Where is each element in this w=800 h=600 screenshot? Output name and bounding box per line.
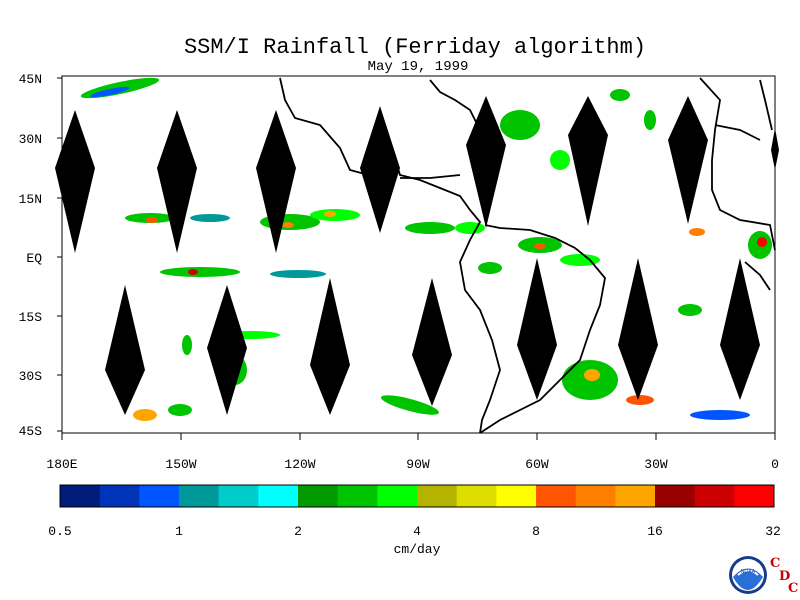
colorbar-swatch: [615, 485, 656, 507]
colorbar-unit-label: cm/day: [394, 542, 441, 557]
y-tick-15s: 15S: [19, 310, 62, 325]
map-subtitle: May 19, 1999: [368, 59, 469, 75]
x-tick-150w: 150W: [165, 433, 197, 472]
svg-text:45S: 45S: [19, 424, 43, 439]
colorbar-swatch: [139, 485, 180, 507]
y-tick-45s: 45S: [19, 424, 62, 439]
x-axis: 180E 150W 120W 90W 60W 30W 0: [46, 433, 779, 472]
colorbar-outline: [59, 484, 775, 508]
swath-gaps: [55, 96, 779, 415]
colorbar-swatch: [258, 485, 299, 507]
colorbar-swatch: [60, 485, 101, 507]
colorbar-tick-32: 32: [765, 524, 781, 539]
y-tick-45n: 45N: [19, 72, 62, 87]
colorbar-swatch: [417, 485, 458, 507]
colorbar-swatch: [694, 485, 735, 507]
colorbar-swatch: [575, 485, 616, 507]
noaa-logo-text: NOAA: [741, 569, 756, 575]
y-tick-eq: EQ: [26, 251, 62, 266]
y-axis: 45N 30N 15N EQ 15S 30S 45S: [19, 72, 62, 439]
x-tick-0: 0: [771, 433, 779, 472]
colorbar-swatch: [337, 485, 378, 507]
svg-text:0: 0: [771, 457, 779, 472]
colorbar-tick-1: 1: [175, 524, 183, 539]
map-title: SSM/I Rainfall (Ferriday algorithm): [184, 35, 646, 60]
cdc-letter-d: D: [779, 569, 790, 584]
svg-text:45N: 45N: [19, 72, 42, 87]
colorbar-swatch: [536, 485, 577, 507]
svg-text:EQ: EQ: [26, 251, 42, 266]
x-tick-30w: 30W: [644, 433, 668, 472]
rain-patches: [80, 77, 772, 421]
colorbar: 0.5 1 2 4 8 16 32 cm/day: [48, 484, 781, 557]
colorbar-swatch: [179, 485, 220, 507]
colorbar-swatch: [734, 485, 775, 507]
colorbar-tick-16: 16: [647, 524, 663, 539]
coastlines: [279, 77, 776, 434]
x-tick-180e: 180E: [46, 433, 78, 472]
noaa-logo: NOAA C D C: [729, 556, 798, 596]
svg-text:30S: 30S: [19, 369, 43, 384]
colorbar-swatch: [298, 485, 339, 507]
x-tick-120w: 120W: [284, 433, 316, 472]
svg-text:120W: 120W: [284, 457, 315, 472]
svg-text:15S: 15S: [19, 310, 43, 325]
colorbar-swatch: [218, 485, 259, 507]
colorbar-swatch: [655, 485, 696, 507]
y-tick-30n: 30N: [19, 132, 62, 147]
svg-text:90W: 90W: [406, 457, 430, 472]
cdc-letter-c1: C: [770, 556, 780, 571]
y-tick-15n: 15N: [19, 192, 62, 207]
svg-text:30N: 30N: [19, 132, 42, 147]
colorbar-swatch: [456, 485, 497, 507]
x-tick-60w: 60W: [525, 433, 549, 472]
colorbar-tick-2: 2: [294, 524, 302, 539]
colorbar-swatches: [60, 485, 775, 507]
colorbar-tick-0-5: 0.5: [48, 524, 71, 539]
svg-text:30W: 30W: [644, 457, 668, 472]
map-frame: [61, 75, 776, 434]
colorbar-swatch: [496, 485, 537, 507]
colorbar-tick-8: 8: [532, 524, 540, 539]
colorbar-swatch: [377, 485, 418, 507]
svg-text:15N: 15N: [19, 192, 42, 207]
cdc-letter-c2: C: [788, 581, 798, 596]
x-tick-90w: 90W: [406, 433, 430, 472]
svg-text:180E: 180E: [46, 457, 77, 472]
colorbar-swatch: [99, 485, 140, 507]
colorbar-tick-4: 4: [413, 524, 421, 539]
svg-text:60W: 60W: [525, 457, 549, 472]
y-tick-30s: 30S: [19, 369, 62, 384]
svg-text:150W: 150W: [165, 457, 196, 472]
